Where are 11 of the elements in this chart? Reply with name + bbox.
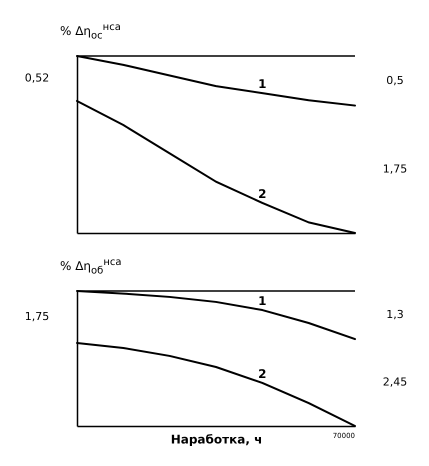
series-label: 1 — [258, 294, 267, 308]
text: 0,52 — [24, 71, 50, 84]
text: 1,3 — [386, 308, 404, 322]
series-label: 1 — [258, 77, 267, 92]
x-axis-title: Наработка, ч — [170, 432, 262, 446]
text: 1,75 — [24, 310, 50, 323]
text: 1,75 — [382, 162, 408, 176]
series-label: 2 — [258, 186, 267, 201]
text: 2,45 — [382, 376, 408, 389]
text: 0,5 — [386, 74, 404, 87]
series-label: 2 — [258, 366, 267, 381]
